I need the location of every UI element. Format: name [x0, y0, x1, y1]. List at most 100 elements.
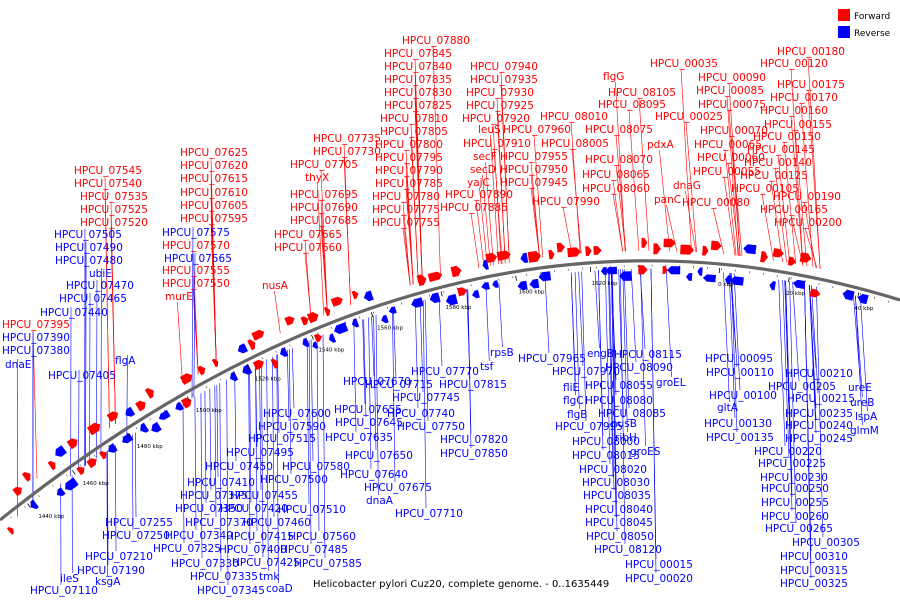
reverse-gene-label: HPCU_07515: [248, 433, 316, 445]
forward-gene-arrow: [638, 265, 648, 275]
forward-gene-label: HPCU_07835: [384, 74, 452, 86]
gene-labels: HPCU_07880HPCU_07845HPCU_07840HPCU_07835…: [2, 35, 879, 597]
reverse-gene-arrow: [55, 445, 67, 457]
reverse-gene-label: ureB: [850, 397, 874, 409]
forward-label-connector: [192, 288, 199, 375]
legend-forward-swatch: [838, 9, 850, 21]
reverse-label-connector: [106, 451, 108, 577]
forward-label-connector: [562, 206, 573, 255]
reverse-gene-arrow: [411, 297, 424, 308]
reverse-gene-label: HPCU_00260: [761, 511, 829, 523]
reverse-label-connector: [214, 385, 217, 518]
forward-gene-label: HPCU_00140: [744, 157, 812, 169]
forward-gene-label: HPCU_00190: [773, 191, 841, 203]
forward-gene-label: HPCU_07880: [402, 35, 470, 47]
reverse-gene-label: HPCU_07495: [226, 447, 294, 459]
forward-gene-label: secF: [473, 151, 497, 163]
reverse-label-connector: [259, 362, 262, 491]
forward-gene-label: HPCU_00150: [753, 131, 821, 143]
forward-gene-label: HPCU_00060: [697, 152, 765, 164]
scale-minor-tick: [24, 505, 26, 508]
forward-label-connector: [274, 290, 281, 334]
scale-tick: [27, 503, 31, 508]
reverse-label-connector: [392, 309, 396, 483]
gene-features: [6, 237, 869, 535]
forward-label-connector: [304, 252, 312, 321]
reverse-gene-label: HPCU_08085: [598, 408, 666, 420]
reverse-label-connector: [362, 319, 366, 405]
reverse-label-connector: [544, 275, 550, 354]
forward-label-connector: [479, 187, 488, 267]
forward-label-connector: [485, 161, 494, 266]
reverse-gene-label: HPCU_07750: [397, 421, 465, 433]
forward-gene-label: HPCU_07780: [372, 191, 440, 203]
scale-minor-tick: [177, 401, 180, 404]
reverse-label-connector: [622, 269, 628, 433]
scale-minor-tick: [303, 338, 305, 341]
reverse-label-connector: [393, 309, 397, 380]
forward-label-connector: [770, 180, 783, 262]
reverse-label-connector: [182, 403, 185, 544]
reverse-label-connector: [650, 268, 657, 574]
forward-gene-label: HPCU_07555: [162, 265, 230, 277]
reverse-label-connector: [368, 317, 372, 470]
reverse-gene-arrow: [175, 401, 184, 411]
forward-gene-label: HPCU_07395: [2, 319, 70, 331]
reverse-gene-label: HPCU_07505: [54, 229, 122, 241]
forward-gene-label: HPCU_07545: [74, 165, 142, 177]
reverse-gene-label: ubiE: [89, 268, 112, 280]
reverse-gene-label: HPCU_07745: [392, 392, 460, 404]
reverse-label-connector: [100, 267, 102, 456]
forward-gene-label: HPCU_07735: [313, 133, 381, 145]
reverse-gene-label: HPCU_07585: [294, 558, 362, 570]
forward-gene-label: HPCU_00035: [650, 58, 718, 70]
reverse-gene-label: HPCU_07715: [365, 379, 433, 391]
reverse-gene-arrow: [492, 280, 499, 288]
reverse-label-connector: [316, 337, 320, 532]
reverse-label-connector: [422, 300, 427, 509]
connector-lines: [16, 45, 868, 586]
reverse-gene-label: HPCU_07510: [278, 504, 346, 516]
forward-gene-arrow: [585, 246, 592, 256]
scale-minor-tick: [888, 300, 890, 303]
reverse-gene-label: HPCU_07325: [153, 543, 221, 555]
legend-forward-label: Forward: [854, 12, 890, 22]
reverse-gene-label: HPCU_07440: [40, 307, 108, 319]
reverse-gene-label: HPCU_00235: [785, 408, 853, 420]
forward-gene-arrow: [76, 466, 85, 476]
forward-gene-label: HPCU_07945: [500, 177, 568, 189]
reverse-label-connector: [792, 281, 800, 382]
reverse-gene-arrow: [667, 266, 681, 275]
forward-gene-arrow: [457, 287, 468, 297]
reverse-label-connector: [414, 302, 419, 409]
reverse-label-connector: [306, 341, 310, 505]
reverse-gene-label: ureE: [848, 382, 872, 394]
forward-label-connector: [659, 149, 670, 252]
forward-gene-label: HPCU_08095: [598, 99, 666, 111]
reverse-gene-label: HPCU_00250: [761, 483, 829, 495]
forward-gene-label: HPCU_00160: [760, 105, 828, 117]
reverse-label-connector: [219, 383, 222, 572]
forward-gene-arrow: [527, 251, 541, 263]
forward-gene-arrow: [351, 290, 359, 300]
forward-gene-arrow: [306, 312, 319, 324]
reverse-label-connector: [811, 285, 819, 394]
reverse-gene-arrow: [280, 347, 289, 357]
forward-gene-label: HPCU_08065: [582, 169, 650, 181]
forward-gene-arrow: [323, 307, 331, 317]
scale-minor-tick: [80, 464, 82, 467]
forward-gene-label: HPCU_00065: [694, 139, 762, 151]
reverse-gene-arrow: [30, 499, 39, 510]
reverse-gene-label: HPCU_07425: [232, 557, 300, 569]
forward-label-connector: [615, 134, 626, 252]
forward-gene-label: HPCU_07950: [500, 164, 568, 176]
forward-gene-arrow: [450, 265, 462, 278]
forward-label-connector: [405, 188, 414, 285]
reverse-gene-arrow: [481, 282, 490, 290]
reverse-gene-label: HPCU_07380: [2, 345, 70, 357]
reverse-label-connector: [209, 388, 212, 491]
forward-label-connector: [317, 182, 324, 315]
reverse-gene-label: flgC: [563, 395, 584, 407]
forward-gene-label: HPCU_07810: [380, 113, 448, 125]
reverse-gene-label: HPCU_00310: [780, 551, 848, 563]
